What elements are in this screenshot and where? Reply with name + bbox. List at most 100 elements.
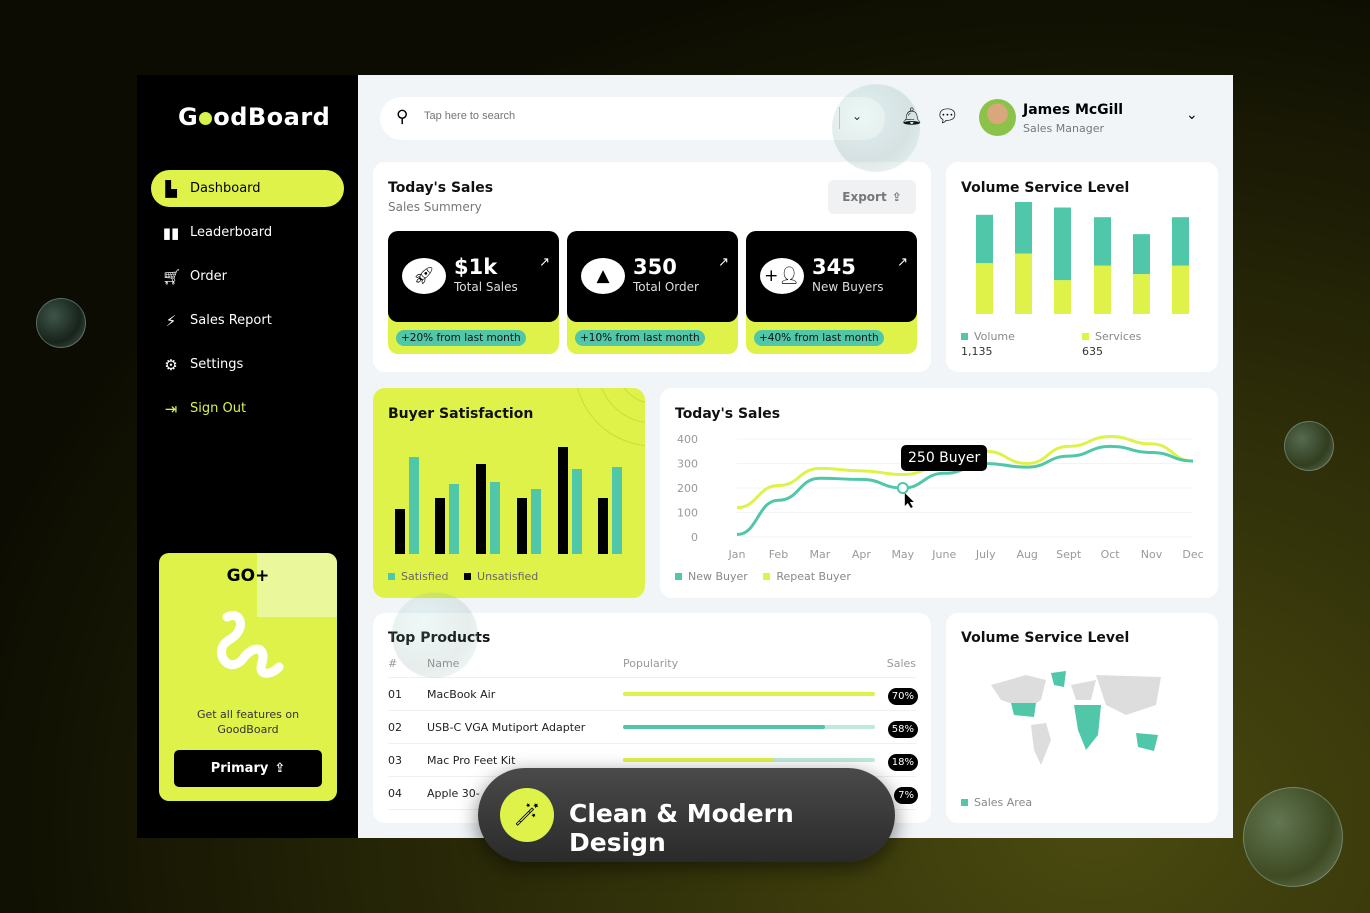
sidebar-item-label: Sales Report [190,313,272,328]
avatar[interactable] [979,99,1016,136]
sign-out-icon: ⇥ [164,399,178,418]
map-card: Volume Service Level Sales Area [946,613,1218,823]
bell-icon[interactable]: 🔔︎ [901,107,923,127]
upload-icon: ⇪ [891,190,902,204]
search-icon: ⚲ [396,107,409,127]
sidebar-item-sales-report[interactable]: ⚡ Sales Report [151,302,344,339]
chart-legend: Satisfied Unsatisfied [388,570,538,583]
sidebar-item-label: Dashboard [190,181,261,196]
x-tick-label: Sept [1056,548,1082,561]
table-row[interactable]: 03 Mac Pro Feet Kit 18% [388,744,918,777]
decor-bubble [1243,787,1343,887]
table-row[interactable]: 01 MacBook Air 70% [388,678,918,711]
cursor-icon [904,493,914,508]
x-tick-label: Feb [769,548,788,561]
product-name: Mac Pro Feet Kit [427,754,516,767]
volume-bar [1172,217,1189,266]
satisfied-bar [449,484,459,554]
services-bar [1094,265,1111,314]
x-tick-label: Apr [852,548,872,561]
table-row[interactable]: 02 USB-C VGA Mutiport Adapter 58% [388,711,918,744]
unsatisfied-bar [476,464,486,554]
satisfied-bar [572,469,582,554]
cart-icon: 🛒︎ [162,267,182,286]
row-number: 03 [388,754,402,767]
sales-badge: 18% [887,754,918,771]
sales-badge: 70% [887,688,918,705]
chevron-down-icon[interactable]: ⌄ [852,109,863,123]
volume-bar-chart [976,202,1189,314]
rocket-icon: 🚀︎ [402,258,446,294]
legend-volume: Volume [961,330,1015,343]
sidebar-item-label: Order [190,269,227,284]
sidebar-item-leaderboard[interactable]: ▮▮ Leaderboard [151,214,344,251]
user-name: James McGill [1023,102,1124,118]
volume-bar [1015,202,1032,254]
services-bar [976,263,993,314]
user-menu-chevron-icon[interactable]: ⌄ [1186,107,1198,123]
row-number: 04 [388,787,402,800]
stat-card-total-order[interactable]: ▲ 350 Total Order ↗ +10% from last month [567,231,738,354]
upload-icon: ⇪ [274,761,286,776]
shapes-icon: ▲ [581,258,625,294]
card-title: Top Products [388,630,491,646]
x-tick-label: May [891,548,914,561]
decor-bubble [1284,421,1334,471]
volume-bar [976,214,993,264]
change-badge: +10% from last month [575,330,705,346]
world-map [991,671,1161,765]
upgrade-promo-card: GO+ Get all features on GoodBoard Primar… [159,553,337,801]
satisfied-bar [490,482,500,554]
primary-button[interactable]: Primary ⇪ [174,750,322,787]
add-user-icon: +👤︎ [760,258,804,294]
sidebar-item-order[interactable]: 🛒︎ Order [151,258,344,295]
y-tick-label: 200 [677,482,698,495]
change-badge: +20% from last month [396,330,526,346]
chart-tooltip: 250 Buyer [901,445,988,471]
data-point-marker [896,482,909,494]
card-title: Today's Sales [675,406,781,422]
x-tick-label: July [975,548,996,561]
product-name: Apple 30- [427,787,480,800]
sidebar-item-settings[interactable]: ⚙ Settings [151,346,344,383]
search-bar[interactable]: ⚲ ⌄ [380,97,885,140]
y-tick-label: 100 [677,507,698,520]
volume-total: 1,135 [961,345,993,358]
table-header: # Name Popularity Sales [388,653,916,678]
chat-icon[interactable]: 💬︎ [936,106,959,127]
buyer-satisfaction-card: Buyer Satisfaction Satisfied Unsatisfied [373,388,645,598]
volume-service-card: Volume Service Level Volume 1,135 Servic… [946,162,1218,372]
user-role: Sales Manager [1023,122,1104,135]
product-name: USB-C VGA Mutiport Adapter [427,721,586,734]
unsatisfied-bar [558,447,568,554]
stat-card-new-buyers[interactable]: +👤︎ 345 New Buyers ↗ +40% from last month [746,231,917,354]
magic-wand-icon: 🪄︎ [500,788,554,842]
product-name: MacBook Air [427,688,496,701]
stat-card-total-sales[interactable]: 🚀︎ $1k Total Sales ↗ +20% from last month [388,231,559,354]
sidebar-item-label: Sign Out [190,401,247,416]
squiggle-logo-icon [217,611,284,678]
sidebar-item-sign-out[interactable]: ⇥ Sign Out [151,390,344,427]
bar-chart-icon: ▮▮ [162,223,180,242]
y-tick-label: 0 [691,531,698,544]
popularity-bar [623,692,875,696]
services-bar [1133,274,1150,314]
chart-legend: New Buyer Repeat Buyer [675,570,851,583]
satisfied-bar [531,489,541,554]
promo-text: Get all features on GoodBoard [196,708,300,736]
sidebar-item-dashboard[interactable]: ▙ Dashboard [151,170,344,207]
sidebar-item-label: Settings [190,357,244,372]
search-input[interactable] [424,110,804,122]
export-button[interactable]: Export ⇪ [828,180,916,214]
promo-title: GO+ [226,566,270,586]
sales-badge: 58% [887,721,918,738]
banner-text: Clean & Modern Design [569,799,794,857]
x-tick-label: June [931,548,956,561]
services-total: 635 [1082,345,1103,358]
todays-sales-card: Today's Sales Sales Summery Export ⇪ 🚀︎ $1… [373,162,931,372]
card-title: Today's Sales [388,180,494,196]
decor-bubble [36,298,86,348]
